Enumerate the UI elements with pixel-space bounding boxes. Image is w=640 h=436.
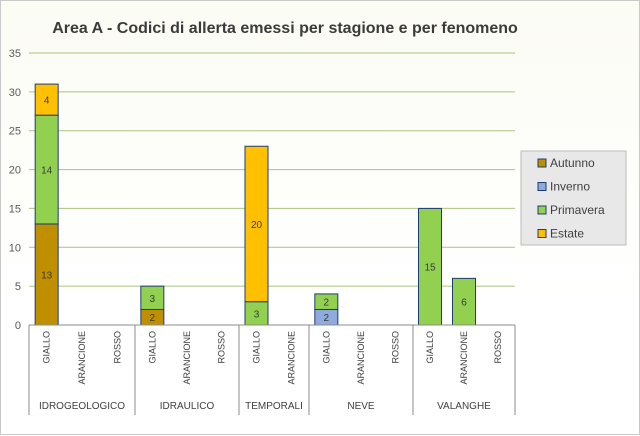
x-tick-label: ARANCIONE xyxy=(459,331,469,385)
x-tick-label: ROSSO xyxy=(217,331,227,364)
chart-title: Area A - Codici di allerta emessi per st… xyxy=(52,20,518,37)
x-tick-label: ARANCIONE xyxy=(287,331,297,385)
data-label: 3 xyxy=(150,294,156,305)
x-group-label: NEVE xyxy=(347,401,375,412)
legend-swatch-inverno xyxy=(537,182,547,191)
bars xyxy=(34,83,476,326)
legend: Autunno Inverno Primavera Estate xyxy=(520,150,627,246)
y-tick-label: 20 xyxy=(9,165,21,177)
x-group-label: IDRAULICO xyxy=(160,401,215,412)
legend-label-inverno: Inverno xyxy=(550,180,590,194)
data-label: 20 xyxy=(251,220,263,231)
bar-segment-estate xyxy=(34,83,59,116)
x-tick-label: GIALLO xyxy=(252,331,262,364)
y-tick-label: 35 xyxy=(9,48,21,60)
legend-swatch-primavera xyxy=(537,205,547,215)
legend-swatch-autunno xyxy=(537,158,547,168)
x-tick-label: GIALLO xyxy=(425,331,435,364)
data-label: 4 xyxy=(44,96,50,107)
data-label: 6 xyxy=(461,298,467,309)
x-tick-label: ARANCIONE xyxy=(182,331,192,385)
x-tick-label: GIALLO xyxy=(321,331,331,364)
legend-label-estate: Estate xyxy=(550,227,584,241)
x-group-label: IDROGEOLOGICO xyxy=(39,401,125,412)
bar-segment-primavera xyxy=(140,285,165,310)
bar-segment-primavera xyxy=(314,293,339,310)
y-tick-label: 25 xyxy=(9,126,21,138)
y-tick-label: 5 xyxy=(15,281,21,293)
y-tick-label: 10 xyxy=(9,242,21,254)
data-label: 15 xyxy=(424,263,436,274)
x-axis: GIALLO ARANCIONE ROSSO GIALLO ARANCIONE ROSSO… xyxy=(28,324,516,415)
data-label: 14 xyxy=(41,166,53,177)
legend-label-autunno: Autunno xyxy=(550,156,595,170)
x-tick-label: ARANCIONE xyxy=(356,331,366,385)
x-tick-label: ROSSO xyxy=(112,331,122,364)
data-label: 2 xyxy=(150,313,156,324)
x-tick-label: ROSSO xyxy=(391,331,401,364)
x-group-label: VALANGHE xyxy=(437,401,491,412)
x-group-label: TEMPORALI xyxy=(245,401,303,412)
x-tick-label: GIALLO xyxy=(147,331,157,364)
legend-label-primavera: Primavera xyxy=(550,203,605,217)
x-tick-label: ROSSO xyxy=(493,331,503,364)
x-tick-label: ARANCIONE xyxy=(77,331,87,385)
y-axis-ticks: 0 5 10 15 20 25 30 35 xyxy=(9,48,21,332)
data-label: 2 xyxy=(324,298,330,309)
data-label: 13 xyxy=(41,270,53,281)
y-tick-label: 15 xyxy=(9,203,21,215)
legend-swatch-estate xyxy=(537,229,547,238)
data-label: 3 xyxy=(254,309,260,320)
y-tick-label: 30 xyxy=(9,87,21,99)
data-label: 2 xyxy=(324,313,330,324)
y-tick-label: 0 xyxy=(15,320,21,332)
x-tick-label: GIALLO xyxy=(42,331,52,364)
bar-segment-estate xyxy=(244,145,269,303)
data-labels: 13 14 4 2 3 3 20 2 2 15 6 xyxy=(41,96,467,325)
gridlines xyxy=(29,52,515,287)
